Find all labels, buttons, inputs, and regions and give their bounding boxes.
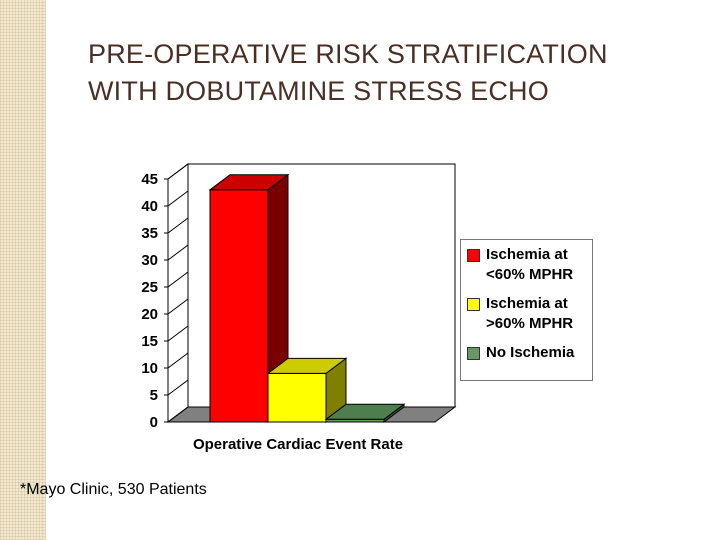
y-diagonal-mark [167, 163, 189, 180]
y-diagonal-mark [167, 325, 189, 342]
y-diagonal-mark [167, 352, 189, 369]
y-tick-label: 10 [141, 360, 158, 377]
slide-title: PRE-OPERATIVE RISK STRATIFICATION WITH D… [88, 36, 708, 110]
bar-top [266, 357, 348, 374]
title-line-2: WITH DOBUTAMINE STRESS ECHO [88, 76, 549, 106]
legend-item-2: Ischemia at >60% MPHR [467, 294, 592, 334]
y-tick-labels: 0 5 10 15 20 25 30 35 40 45 [141, 171, 158, 431]
footnote: *Mayo Clinic, 530 Patients [20, 481, 207, 498]
legend-item-3: No Ischemia [467, 343, 592, 363]
y-tick-label: 0 [150, 414, 158, 431]
legend-swatch-red [467, 249, 480, 262]
y-tick-label: 30 [141, 252, 158, 269]
bar-top [324, 403, 406, 420]
x-axis-label: Operative Cardiac Event Rate [193, 436, 403, 453]
y-tick-label: 45 [141, 171, 158, 188]
y-diagonal-mark [167, 217, 189, 234]
chart-bars [208, 173, 406, 423]
y-tick-label: 25 [141, 279, 158, 296]
y-diagonal-mark [167, 244, 189, 261]
legend-label-2: Ischemia at >60% MPHR [486, 295, 574, 332]
decorative-side-pattern [0, 0, 46, 540]
bar-2 [266, 357, 348, 423]
y-tick-label: 15 [141, 333, 158, 350]
bar-front [267, 372, 327, 423]
side-wall [167, 163, 189, 423]
bar-3 [324, 403, 406, 423]
chart-legend: Ischemia at <60% MPHR Ischemia at >60% M… [460, 239, 593, 381]
y-diagonal-mark [167, 379, 189, 396]
y-diagonal-mark [167, 190, 189, 207]
bar-1 [208, 173, 290, 423]
legend-label-1: Ischemia at <60% MPHR [486, 246, 574, 283]
bar-top [208, 174, 290, 191]
y-diagonal-mark [167, 406, 189, 423]
title-line-1: PRE-OPERATIVE RISK STRATIFICATION [88, 39, 608, 69]
legend-item-1: Ischemia at <60% MPHR [467, 245, 592, 285]
y-tick-label: 40 [141, 198, 158, 215]
legend-swatch-green [467, 347, 480, 360]
legend-swatch-yellow [467, 298, 480, 311]
y-tick-label: 5 [150, 387, 158, 404]
y-diagonal-mark [167, 298, 189, 315]
y-tick-label: 20 [141, 306, 158, 323]
legend-label-3: No Ischemia [486, 344, 575, 361]
y-diagonal-mark [167, 271, 189, 288]
y-tick-label: 35 [141, 225, 158, 242]
bar-front [209, 189, 269, 423]
